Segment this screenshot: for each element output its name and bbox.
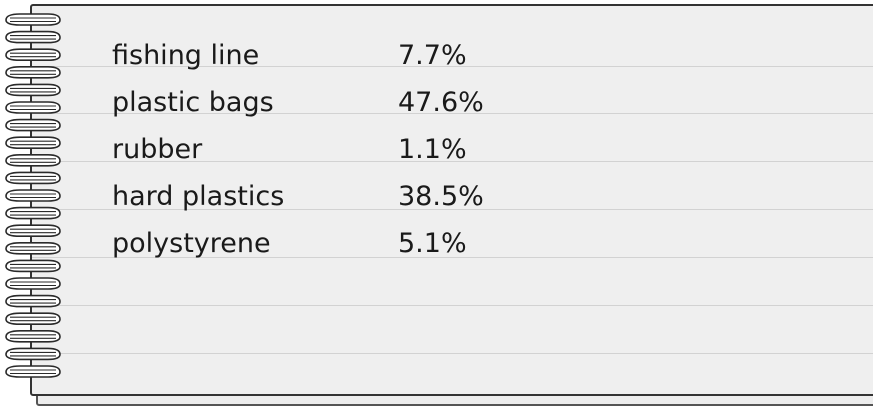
- spiral-ring-icon: [5, 365, 61, 378]
- percent-value: 47.6%: [398, 87, 484, 118]
- spiral-ring-icon: [5, 48, 61, 61]
- percent-value: 38.5%: [398, 181, 484, 212]
- spiral-ring-icon: [5, 101, 61, 114]
- item-label: plastic bags: [112, 87, 274, 118]
- item-label: rubber: [112, 134, 203, 165]
- spiral-ring-icon: [5, 171, 61, 185]
- spiral-ring-icon: [5, 13, 61, 26]
- spiral-ring-icon: [5, 136, 61, 149]
- spiral-ring-icon: [5, 259, 61, 273]
- ruled-line: [32, 305, 873, 306]
- spiral-ring-icon: [5, 66, 61, 79]
- spiral-ring-icon: [5, 206, 61, 220]
- spiral-ring-icon: [5, 154, 61, 167]
- percent-value: 5.1%: [398, 228, 467, 259]
- spiral-ring-icon: [5, 189, 61, 202]
- ruled-line: [32, 113, 873, 114]
- notebook-page: fishing line 7.7% plastic bags 47.6% rub…: [30, 4, 873, 396]
- spiral-ring-icon: [5, 330, 61, 343]
- ruled-line: [32, 353, 873, 354]
- spiral-ring-icon: [5, 277, 61, 290]
- spiral-ring-icon: [5, 83, 61, 97]
- spiral-ring-icon: [5, 294, 61, 308]
- spiral-ring-icon: [5, 224, 61, 237]
- ruled-line: [32, 161, 873, 162]
- spiral-ring-icon: [5, 312, 61, 325]
- ruled-line: [32, 257, 873, 258]
- spiral-ring-icon: [5, 30, 61, 44]
- percent-value: 7.7%: [398, 40, 467, 71]
- ruled-line: [32, 66, 873, 67]
- percent-value: 1.1%: [398, 134, 467, 165]
- ruled-line: [32, 209, 873, 210]
- spiral-binding-icon: [5, 13, 61, 378]
- spiral-ring-icon: [5, 118, 61, 132]
- spiral-ring-icon: [5, 347, 61, 361]
- item-label: hard plastics: [112, 181, 285, 212]
- item-label: fishing line: [112, 40, 260, 71]
- spiral-ring-icon: [5, 242, 61, 255]
- item-label: polystyrene: [112, 228, 271, 259]
